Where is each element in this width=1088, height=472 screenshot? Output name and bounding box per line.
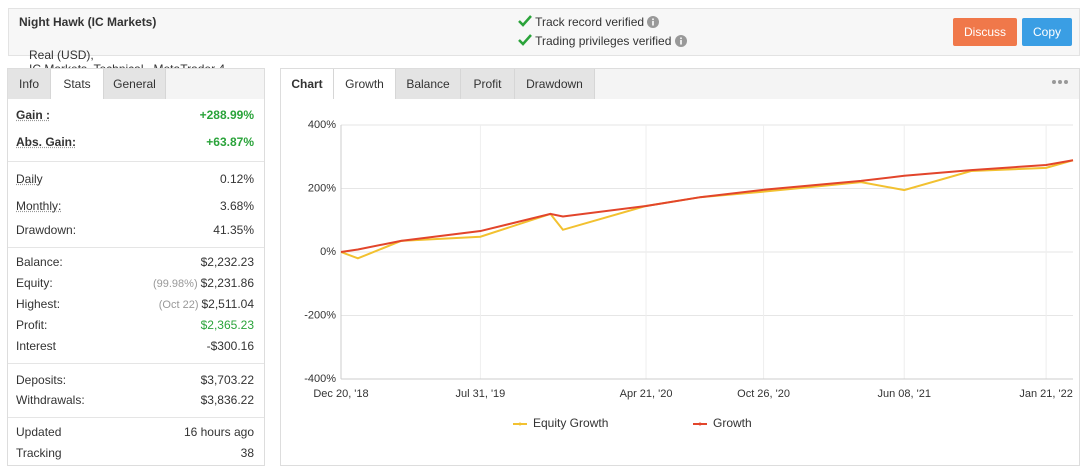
stat-number: $2,231.86: [200, 276, 254, 290]
tab[interactable]: Chart: [281, 69, 334, 99]
x-tick-label: Dec 20, '18: [313, 388, 368, 400]
stat-number: $2,511.04: [201, 297, 255, 311]
header: Night Hawk (IC Markets) Real (USD), IC M…: [8, 8, 1080, 76]
tab[interactable]: Growth: [334, 69, 396, 99]
stat-value: (99.98%) $2,231.86: [153, 276, 254, 290]
stat-value: 16 hours ago: [184, 425, 254, 439]
info-icon[interactable]: [674, 35, 687, 47]
tab[interactable]: Balance: [396, 69, 461, 99]
separator: [8, 161, 264, 162]
y-tick-label: 200%: [308, 182, 336, 194]
stat-value: $2,232.23: [201, 255, 254, 269]
stat-number: $2,365.23: [200, 318, 254, 332]
stat-label: Balance:: [16, 255, 63, 269]
stat-number: 16 hours ago: [183, 425, 254, 439]
stat-value: +63.87%: [206, 135, 254, 149]
verified-text: Track record verified: [535, 15, 645, 29]
stat-label: Monthly:: [16, 199, 62, 213]
legend-label: Equity Growth: [533, 416, 608, 430]
stat-value: 38: [241, 446, 254, 460]
stat-note: (Oct 22): [158, 299, 199, 311]
y-tick-label: 0%: [320, 246, 336, 258]
stat-number: 41.35%: [213, 223, 254, 237]
check-icon: [518, 34, 532, 46]
stat-label: Withdrawals:: [16, 393, 85, 407]
verified-row: Track record verified: [518, 15, 660, 29]
stat-label: Daily: [16, 172, 43, 186]
stat-label: Profit:: [16, 318, 48, 332]
stat-value: 3.68%: [220, 199, 254, 213]
verified-text: Trading privileges verified: [535, 34, 672, 48]
stat-number: $3,703.22: [200, 373, 254, 387]
discuss-button[interactable]: Discuss: [953, 18, 1017, 46]
title: Night Hawk (IC Markets): [19, 15, 157, 29]
legend-swatch: [698, 422, 702, 426]
stat-label: Drawdown:: [16, 223, 77, 237]
separator: [8, 363, 264, 364]
series-line: [340, 159, 1074, 253]
stat-value: -$300.16: [207, 339, 254, 353]
stat-number: 38: [240, 446, 254, 460]
stat-label: Deposits:: [16, 373, 67, 387]
stat-number: 3.68%: [219, 199, 254, 213]
copy-button[interactable]: Copy: [1022, 18, 1072, 46]
tab[interactable]: Info: [8, 69, 51, 99]
separator: [8, 247, 264, 248]
x-tick-label: Oct 26, '20: [737, 388, 790, 400]
y-tick-label: -400%: [304, 373, 336, 385]
stats-panel: Info Stats General Gain : +288.99% Abs. Gain:…: [7, 68, 265, 466]
separator: [8, 417, 264, 418]
verified-row: Trading privileges verified: [518, 34, 687, 48]
series-line: [340, 159, 1074, 260]
stat-value: $3,836.22: [201, 393, 254, 407]
x-tick-label: Jun 08, '21: [877, 388, 930, 400]
stat-value: +288.99%: [200, 108, 254, 122]
stat-label: Tracking: [16, 446, 62, 460]
stat-value: 0.12%: [220, 172, 254, 186]
stat-value: (Oct 22) $2,511.04: [159, 297, 254, 311]
menu-icon[interactable]: [1051, 79, 1069, 85]
stat-number: $2,232.23: [200, 255, 254, 269]
x-tick-label: Jul 31, '19: [455, 388, 505, 400]
stat-number: +63.87%: [206, 135, 254, 149]
stat-label: Abs. Gain:: [16, 135, 77, 149]
stat-label: Highest:: [16, 297, 61, 311]
x-tick-label: Apr 21, '20: [620, 388, 673, 400]
legend-label: Growth: [713, 416, 752, 430]
tab[interactable]: Stats: [51, 69, 104, 99]
y-tick-label: -200%: [304, 309, 336, 321]
stat-number: -$300.16: [206, 339, 254, 353]
stat-note: (99.98%): [152, 278, 198, 290]
legend-swatch: [518, 422, 522, 426]
tab[interactable]: Profit: [461, 69, 515, 99]
stat-value: $2,365.23: [201, 318, 254, 332]
info-icon[interactable]: [647, 16, 660, 28]
stat-label: Equity:: [16, 276, 53, 290]
stat-label: Updated: [16, 425, 62, 439]
y-tick-label: 400%: [308, 119, 336, 131]
check-icon: [518, 15, 532, 27]
tab[interactable]: Drawdown: [515, 69, 595, 99]
stat-number: $3,836.22: [200, 393, 254, 407]
stat-value: $3,703.22: [201, 373, 254, 387]
stat-number: +288.99%: [199, 108, 254, 122]
stat-value: 41.35%: [213, 223, 254, 237]
chart: 400% 200% 0% -200% -400% Dec 20, '18 Jul 31, '…: [304, 119, 1074, 430]
chart-panel: 400% 200% 0% -200% -400% Dec 20, '18 Jul 31, '…: [280, 68, 1080, 466]
x-tick-label: Jan 21, '22: [1019, 388, 1072, 400]
stat-label: Interest: [16, 339, 57, 353]
stat-number: 0.12%: [219, 172, 254, 186]
tab[interactable]: General: [104, 69, 166, 99]
subtitle-text: Real (USD),: [29, 48, 94, 62]
stat-label: Gain :: [16, 108, 51, 122]
